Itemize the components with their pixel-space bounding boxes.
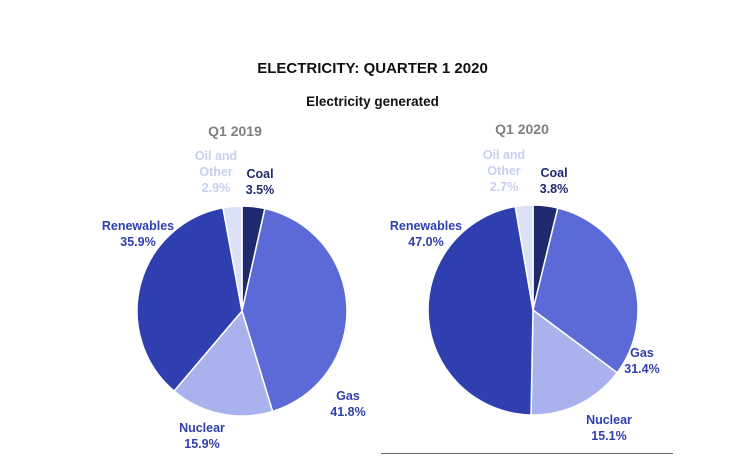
bottom-divider [381,453,673,454]
pie-title-0: Q1 2019 [208,123,262,139]
chart-main-title: ELECTRICITY: QUARTER 1 2020 [257,60,488,77]
slice-label-renewables-1: Renewables 47.0% [390,219,462,249]
pie-slice-gas-1 [532,207,639,374]
slice-label-oil_other-0: Oil and Other 2.9% [195,149,237,195]
pie-slice-oil_other-0 [222,205,243,312]
slice-label-nuclear-1: Nuclear 15.1% [586,413,632,443]
slice-label-nuclear-0: Nuclear 15.9% [179,421,225,451]
slice-label-gas-0: Gas 41.8% [330,389,365,419]
pie-slice-renewables-0 [136,206,243,393]
pie-title-1: Q1 2020 [495,121,549,137]
slice-label-gas-1: Gas 31.4% [624,346,659,376]
pie-slice-nuclear-1 [530,308,619,416]
slice-label-coal-0: Coal 3.5% [246,167,275,197]
pie-slice-gas-0 [241,207,348,413]
pie-slice-nuclear-0 [173,309,274,417]
slice-label-oil_other-1: Oil and Other 2.7% [483,148,525,194]
pie-slice-renewables-1 [427,205,534,416]
pie-slice-oil_other-1 [514,204,534,311]
slice-label-coal-1: Coal 3.8% [540,166,569,196]
slice-label-renewables-0: Renewables 35.9% [102,219,174,249]
chart-subtitle: Electricity generated [306,94,439,109]
